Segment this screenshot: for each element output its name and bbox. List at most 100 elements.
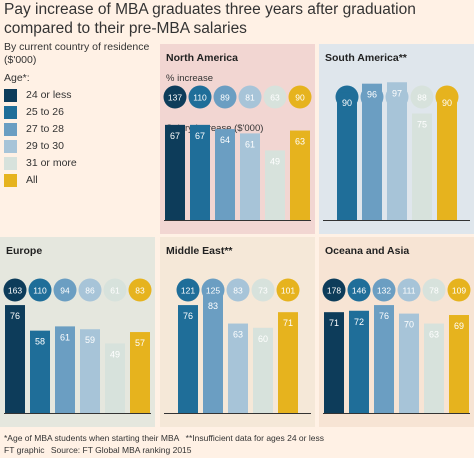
pct-circle-31-or-more — [251, 278, 275, 302]
pct-label-29-to-30: 81 — [245, 93, 255, 103]
salary-label-29-to-30: 61 — [245, 139, 255, 149]
salary-label-all: 63 — [295, 137, 305, 147]
salary-bar-27-to-28 — [203, 295, 223, 413]
legend-label: 31 or more — [26, 157, 77, 169]
pct-circle-25-to-26 — [28, 278, 52, 302]
legend-swatch — [4, 105, 17, 119]
salary-bar-31-or-more — [105, 343, 125, 413]
salary-bar-31-or-more — [412, 113, 432, 220]
salary-bar-27-to-28 — [362, 83, 382, 221]
pct-label-27-to-28: 89 — [220, 93, 230, 103]
chart-subtitle: By current country of residence ($'000) — [4, 41, 150, 66]
pct-label-25-to-26: 121 — [181, 286, 195, 296]
legend-swatch — [4, 88, 17, 102]
pct-label-all: 83 — [135, 286, 145, 296]
salary-label-25-to-26: 76 — [183, 311, 193, 321]
salary-bar-25-to-26 — [337, 92, 357, 220]
salary-bar-25-to-26 — [178, 305, 198, 413]
salary-bar-24-or-less — [165, 124, 185, 220]
footnote-insufficient: **Insufficient data for ages 24 or less — [185, 433, 324, 443]
pct-circle-24-or-less — [163, 85, 187, 109]
pct-label-25-to-26: 110 — [33, 286, 47, 296]
salary-label-all: 90 — [442, 98, 452, 108]
salary-label-31-or-more: 49 — [110, 349, 120, 359]
pct-label-31-or-more: 88 — [417, 93, 427, 103]
salary-label-29-to-30: 59 — [85, 335, 95, 345]
pct-label-25-to-26: 110 — [193, 93, 207, 103]
pct-label-31-or-more: 61 — [110, 286, 120, 296]
salary-bar-25-to-26 — [30, 330, 50, 413]
salary-bar-31-or-more — [265, 150, 285, 220]
salary-label-27-to-28: 83 — [208, 301, 218, 311]
salary-label-31-or-more: 49 — [270, 156, 280, 166]
salary-label-25-to-26: 67 — [195, 131, 205, 141]
pct-circle-all — [288, 85, 312, 109]
salary-bar-25-to-26 — [349, 310, 369, 413]
pct-circle-all — [447, 278, 471, 302]
panel-title: Europe — [6, 245, 42, 257]
pct-circle-29-to-30 — [238, 85, 262, 109]
legend-swatch — [4, 122, 17, 136]
panel-title: Oceana and Asia — [325, 245, 409, 257]
pct-circle-25-to-26 — [347, 278, 371, 302]
salary-bar-27-to-28 — [374, 305, 394, 413]
salary-bar-all — [290, 130, 310, 220]
pct-circle-25-to-26 — [176, 278, 200, 302]
panel-middle-east: Middle East** 121 76 125 83 83 63 73 60 101 71 — [160, 237, 315, 427]
salary-label-27-to-28: 76 — [379, 311, 389, 321]
panel-background — [160, 44, 315, 234]
pct-label-29-to-30: 83 — [233, 286, 243, 296]
panel-background — [0, 237, 155, 427]
pct-increase-label: % increase — [166, 73, 213, 84]
salary-bar-31-or-more — [424, 323, 444, 413]
salary-bar-29-to-30 — [399, 313, 419, 413]
pct-label-27-to-28: 94 — [60, 286, 70, 296]
pct-circle-29-to-30 — [226, 278, 250, 302]
salary-bar-29-to-30 — [228, 323, 248, 413]
pct-circle-24-or-less — [3, 278, 27, 302]
pct-circle-31-or-more — [410, 85, 434, 109]
pct-label-29-to-30: 86 — [85, 286, 95, 296]
legend-label: 24 or less — [26, 89, 72, 101]
pct-label-27-to-28: 132 — [377, 286, 391, 296]
salary-label-24-or-less: 76 — [10, 311, 20, 321]
pct-label-24-or-less: 137 — [168, 93, 182, 103]
salary-bar-29-to-30 — [387, 82, 407, 220]
salary-bar-24-or-less — [5, 305, 25, 413]
pct-circle-24-or-less — [322, 278, 346, 302]
pct-circle-31-or-more — [103, 278, 127, 302]
panel-south-america: South America**130901319611397887511390 — [319, 44, 474, 234]
salary-bar-24-or-less — [324, 312, 344, 413]
legend: Age*: 24 or less 25 to 26 27 to 28 29 to… — [4, 72, 154, 188]
salary-label-27-to-28: 61 — [60, 332, 70, 342]
legend-swatch — [4, 173, 17, 187]
salary-label-25-to-26: 58 — [35, 337, 45, 347]
salary-label-27-to-28: 96 — [367, 90, 377, 100]
bar-chart-svg: South America**130901319611397887511390 — [319, 44, 474, 234]
pct-label-31-or-more: 63 — [270, 93, 280, 103]
legend-title: Age*: — [4, 72, 30, 84]
legend-swatch — [4, 139, 17, 153]
legend-item: 31 or more — [4, 155, 154, 171]
panel-oceana-asia: Oceana and Asia 178 71 146 72 132 76 111 70 78 63 1… — [319, 237, 474, 427]
pct-circle-27-to-28 — [372, 278, 396, 302]
bar-chart-svg: Europe 163 76 110 58 94 61 86 59 61 49 83 57 — [0, 237, 155, 427]
pct-label-29-to-30: 111 — [403, 286, 416, 296]
bar-chart-svg: Middle East** 121 76 125 83 83 63 73 60 101 71 — [160, 237, 315, 427]
salary-bar-31-or-more — [253, 327, 273, 413]
pct-label-all: 109 — [452, 286, 466, 296]
salary-label-all: 69 — [454, 321, 464, 331]
legend-item: 25 to 26 — [4, 104, 154, 120]
panel-title: North America — [166, 52, 238, 64]
salary-label-29-to-30: 97 — [392, 88, 402, 98]
salary-label-all: 57 — [135, 338, 145, 348]
salary-label-29-to-30: 70 — [404, 320, 414, 330]
salary-label-27-to-28: 64 — [220, 135, 230, 145]
panel-background — [319, 237, 474, 427]
salary-increase-label: Salary increase ($'000) — [166, 123, 263, 134]
salary-bar-27-to-28 — [215, 129, 235, 220]
pct-label-24-or-less: 178 — [327, 286, 341, 296]
footnote-source: Source: FT Global MBA ranking 2015 — [50, 445, 192, 455]
salary-label-31-or-more: 60 — [258, 334, 268, 344]
salary-bar-29-to-30 — [240, 133, 260, 220]
